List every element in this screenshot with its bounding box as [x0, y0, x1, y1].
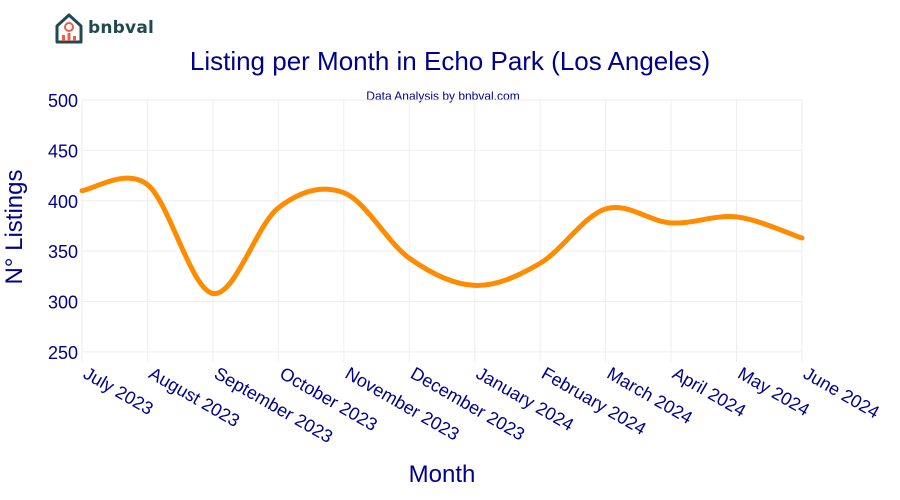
- y-axis: 250 300 350 400 450 500: [48, 91, 78, 363]
- y-tick-label: 400: [48, 192, 78, 212]
- chart-subtitle: Data Analysis by bnbval.com: [366, 89, 519, 103]
- x-axis-label: Month: [409, 461, 476, 488]
- y-tick-label: 450: [48, 141, 78, 161]
- y-axis-label: N° Listings: [1, 170, 28, 285]
- chart-title: Listing per Month in Echo Park (Los Ange…: [190, 46, 710, 76]
- y-tick-label: 350: [48, 242, 78, 262]
- x-tick-label: June 2024: [800, 363, 883, 422]
- x-tick-label: July 2023: [80, 363, 157, 419]
- x-tick-label: December 2023: [407, 363, 528, 444]
- brand-logo: bnbval: [54, 12, 154, 44]
- y-tick-label: 250: [48, 343, 78, 363]
- brand-name: bnbval: [88, 18, 155, 38]
- series-line: [79, 175, 805, 296]
- y-tick-label: 300: [48, 293, 78, 313]
- x-tick-label: November 2023: [342, 363, 463, 444]
- grid: [81, 99, 803, 362]
- house-chart-icon: [55, 13, 83, 44]
- x-tick-label: May 2024: [735, 363, 813, 420]
- y-tick-label: 500: [48, 91, 78, 111]
